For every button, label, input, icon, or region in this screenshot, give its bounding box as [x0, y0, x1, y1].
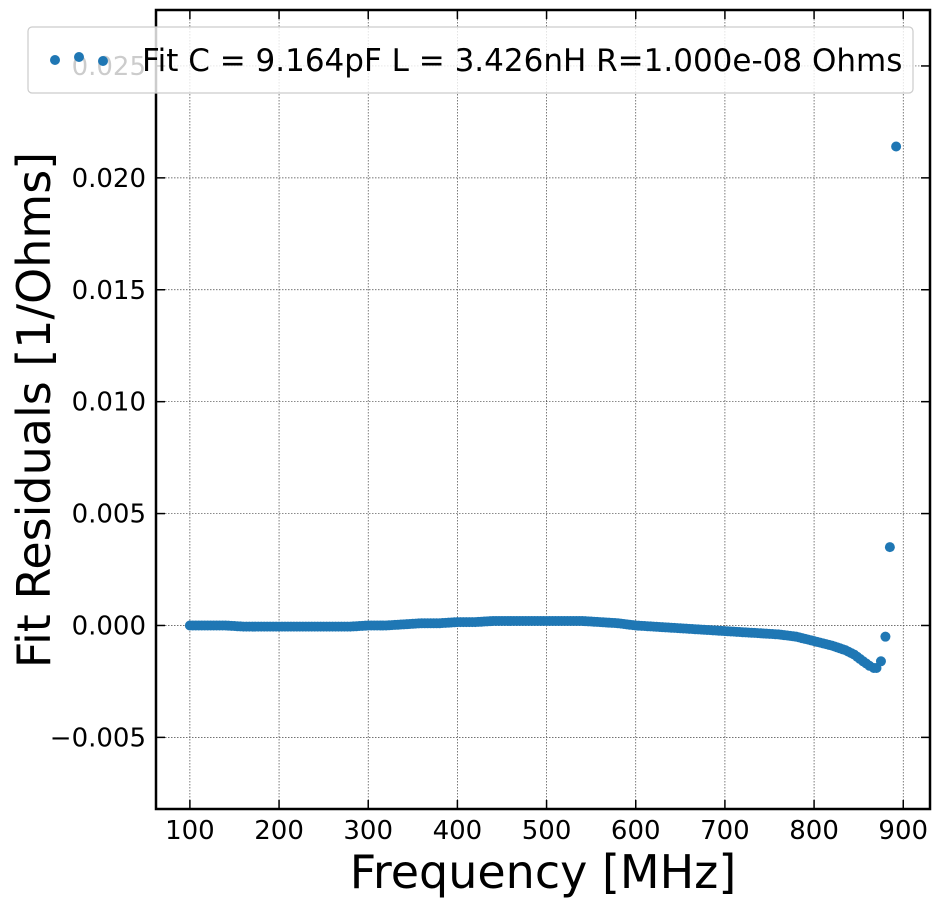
x-tick-label: 300	[343, 816, 393, 846]
legend: Fit C = 9.164pF L = 3.426nH R=1.000e-08 …	[27, 26, 914, 94]
data-point	[875, 656, 886, 667]
legend-label: Fit C = 9.164pF L = 3.426nH R=1.000e-08 …	[142, 43, 902, 79]
data-point	[884, 542, 895, 553]
y-tick-label: 0.010	[72, 388, 146, 418]
legend-box	[27, 26, 914, 94]
x-tick-label: 600	[611, 816, 661, 846]
y-tick-label: 0.000	[72, 611, 146, 641]
y-tick-label: 0.015	[72, 276, 146, 306]
legend-marker-1	[50, 55, 60, 65]
y-tick-label: 0.005	[72, 500, 146, 530]
y-axis-label: Fit Residuals [1/Ohms]	[7, 152, 61, 668]
x-axis-label: Frequency [MHz]	[350, 845, 737, 899]
x-tick-label: 900	[878, 816, 928, 846]
data-point	[880, 631, 891, 642]
x-tick-label: 800	[789, 816, 839, 846]
plot-background	[156, 10, 930, 809]
data-point	[891, 141, 902, 152]
axis-ticks: 100 200 300 400 500 600 700 800 900 −0.005 0.000 0.…	[50, 10, 930, 846]
x-tick-label: 700	[700, 816, 750, 846]
legend-marker-2	[74, 52, 84, 62]
x-tick-label: 500	[522, 816, 572, 846]
plot-frame	[154, 8, 932, 811]
x-tick-label: 100	[165, 816, 215, 846]
data-points	[184, 141, 902, 673]
y-tick-label: −0.005	[50, 723, 146, 753]
y-tick-label: 0.020	[72, 164, 146, 194]
legend-marker-3	[98, 56, 108, 66]
x-tick-label: 400	[433, 816, 483, 846]
x-tick-label: 200	[254, 816, 304, 846]
